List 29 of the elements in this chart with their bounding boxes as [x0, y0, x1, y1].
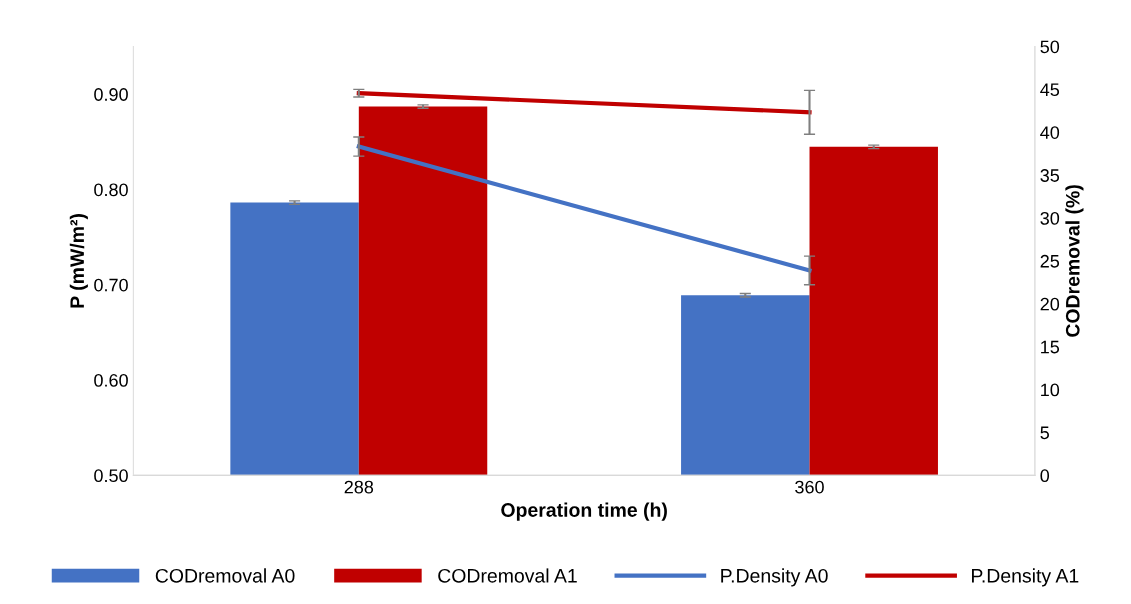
- y-tick-label: 0.50: [94, 469, 128, 483]
- legend-label: CODremoval A0: [155, 568, 295, 583]
- y2-tick-label: 15: [1041, 340, 1060, 354]
- bar: [681, 295, 810, 476]
- legend-label: P.Density A1: [972, 568, 1079, 587]
- y2-tick-label: 30: [1040, 211, 1060, 225]
- y2-tick-label: 35: [1040, 169, 1060, 182]
- y2-tick-label: 40: [1040, 126, 1060, 139]
- y2-tick-label: 10: [1041, 383, 1060, 397]
- y2-axis-title: CODremoval (%): [1065, 185, 1084, 337]
- y2-tick-label: 25: [1040, 254, 1060, 268]
- y-tick-label: 0.70: [94, 278, 128, 292]
- x-axis-title: Operation time (h): [501, 502, 667, 521]
- bar: [358, 106, 488, 476]
- y-tick-label: 0.80: [94, 183, 128, 197]
- y2-tick-label: 20: [1040, 297, 1060, 311]
- y-tick-label: 0.90: [94, 88, 128, 101]
- legend-label: P.Density A0: [721, 568, 828, 587]
- legend-label: CODremoval A1: [438, 568, 577, 583]
- y-axis-title: P (mW/m²): [69, 214, 88, 308]
- bar: [809, 146, 938, 476]
- x-tick-label: 360: [795, 480, 824, 494]
- y2-tick-label: 45: [1040, 83, 1060, 97]
- x-tick-label: 288: [344, 480, 374, 494]
- bar: [230, 202, 359, 476]
- y2-tick-label: 5: [1040, 426, 1050, 440]
- y-tick-label: 0.60: [94, 373, 128, 387]
- y2-tick-label: 50: [1040, 40, 1060, 54]
- y2-tick-label: 0: [1040, 469, 1050, 483]
